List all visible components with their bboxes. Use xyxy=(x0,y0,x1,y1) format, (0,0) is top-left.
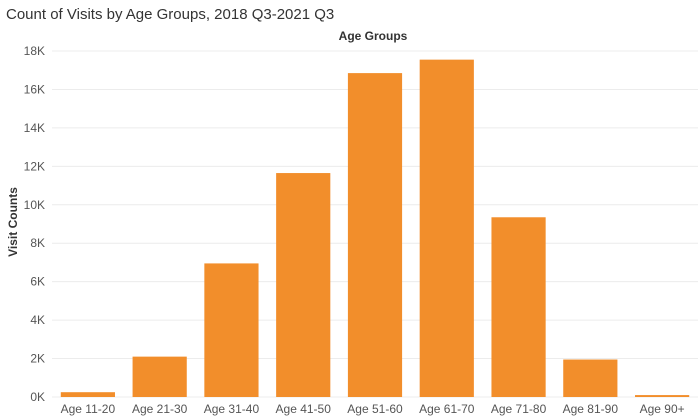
chart-title: Count of Visits by Age Groups, 2018 Q3-2… xyxy=(6,6,335,23)
x-category-label: Age 71-80 xyxy=(491,402,547,416)
y-tick-label: 8K xyxy=(30,236,45,250)
y-tick-label: 16K xyxy=(24,82,45,96)
bar-age-90-[interactable] xyxy=(635,395,690,397)
y-tick-label: 2K xyxy=(30,352,45,366)
bar-age-21-30[interactable] xyxy=(132,356,187,397)
x-category-label: Age 51-60 xyxy=(347,402,403,416)
column-header-label: Age Groups xyxy=(339,29,408,43)
x-category-label: Age 81-90 xyxy=(563,402,619,416)
y-tick-label: 6K xyxy=(30,275,45,289)
x-category-label: Age 90+ xyxy=(640,402,685,416)
bar-age-31-40[interactable] xyxy=(204,263,259,397)
bar-age-81-90[interactable] xyxy=(563,359,618,397)
bar-age-51-60[interactable] xyxy=(347,73,403,397)
bar-age-11-20[interactable] xyxy=(60,392,115,397)
x-category-label: Age 11-20 xyxy=(61,402,116,416)
bars xyxy=(60,59,690,398)
y-tick-label: 14K xyxy=(24,121,45,135)
x-category-label: Age 31-40 xyxy=(204,402,260,416)
bar-age-61-70[interactable] xyxy=(419,59,474,398)
y-tick-label: 12K xyxy=(24,159,45,173)
y-tick-label: 10K xyxy=(24,198,45,212)
x-axis-category-labels: Age 11-20 Age 21-30 Age 31-40 Age 41-50 Age … xyxy=(61,402,685,416)
y-axis-title: Visit Counts xyxy=(6,187,20,257)
bar-age-41-50[interactable] xyxy=(276,173,331,397)
x-category-label: Age 21-30 xyxy=(132,402,188,416)
bar-age-71-80[interactable] xyxy=(491,217,546,397)
y-axis-ticks: 0K 2K 4K 6K 8K 10K 12K 14K 16K 18K xyxy=(24,44,45,404)
x-category-label: Age 41-50 xyxy=(276,402,332,416)
y-tick-label: 4K xyxy=(30,313,45,327)
x-category-label: Age 61-70 xyxy=(419,402,475,416)
y-tick-label: 18K xyxy=(24,44,45,58)
y-tick-label: 0K xyxy=(30,390,45,404)
